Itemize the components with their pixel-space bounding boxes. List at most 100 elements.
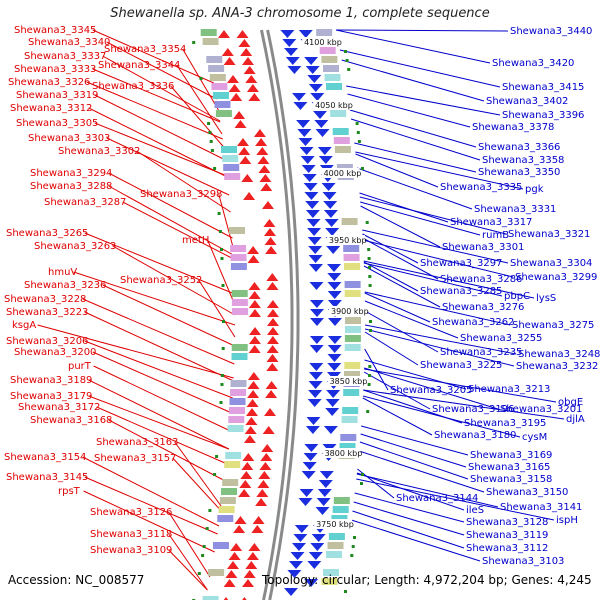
callout-line-right bbox=[362, 237, 439, 280]
callout-line-right bbox=[347, 93, 471, 128]
feature-block bbox=[344, 371, 360, 378]
reverse-gene-arrow bbox=[305, 426, 320, 434]
reverse-gene-arrow bbox=[315, 129, 330, 137]
forward-gene-arrow bbox=[233, 525, 246, 533]
reverse-gene-arrow bbox=[325, 399, 340, 407]
gene-label-left: Shewana3_3223 bbox=[6, 307, 88, 318]
tick-mark bbox=[369, 329, 372, 332]
feature-block bbox=[208, 65, 225, 72]
feature-block bbox=[229, 227, 245, 234]
callout-line-left bbox=[112, 245, 236, 316]
callout-line-right bbox=[354, 492, 465, 523]
tick-mark bbox=[357, 140, 361, 143]
forward-gene-arrow bbox=[246, 552, 259, 560]
forward-gene-arrow bbox=[260, 183, 273, 191]
forward-gene-arrow bbox=[242, 579, 254, 587]
tick-mark bbox=[368, 275, 372, 278]
gene-label-right: Shewana3_3285 bbox=[420, 286, 502, 297]
gene-label-right: Shewana3_3119 bbox=[466, 530, 548, 541]
reverse-gene-arrow bbox=[296, 120, 311, 128]
reverse-gene-arrow bbox=[318, 156, 333, 164]
callout-line-right bbox=[360, 205, 441, 248]
forward-gene-arrow bbox=[238, 39, 251, 47]
scale-label: 3750 kbp bbox=[316, 520, 354, 529]
forward-gene-arrow bbox=[243, 192, 256, 200]
callout-line-left bbox=[92, 68, 221, 123]
callout-line-left bbox=[94, 122, 228, 177]
gene-label-left: Shewana3_3319 bbox=[16, 90, 98, 101]
reverse-gene-arrow bbox=[304, 579, 319, 587]
tick-mark bbox=[220, 248, 223, 251]
gene-label-right: Shewana3_3201 bbox=[500, 404, 582, 415]
callout-line-left bbox=[176, 64, 223, 135]
feature-block bbox=[323, 569, 339, 576]
callout-line-left bbox=[168, 511, 211, 578]
forward-gene-arrow bbox=[247, 372, 260, 380]
feature-block bbox=[332, 128, 349, 135]
tick-mark bbox=[221, 347, 225, 350]
callout-line-left bbox=[106, 137, 230, 196]
callout-line-right bbox=[364, 328, 515, 367]
reverse-gene-arrow bbox=[284, 588, 298, 596]
feature-block bbox=[321, 56, 338, 63]
reverse-gene-arrow bbox=[287, 66, 302, 74]
feature-block bbox=[202, 596, 219, 600]
callout-line-right bbox=[364, 310, 439, 353]
gene-label-right: ileS bbox=[466, 505, 484, 516]
callout-line-right bbox=[362, 229, 509, 264]
gene-label-left: Shewana3_3145 bbox=[6, 472, 88, 483]
feature-block bbox=[344, 362, 361, 369]
reverse-gene-arrow bbox=[303, 183, 318, 191]
gene-label-left: Shewana3_3126 bbox=[90, 507, 172, 518]
gene-label-left: Shewana3_3206 bbox=[6, 336, 88, 347]
gene-label-left: Shewana3_3154 bbox=[4, 452, 86, 463]
callout-line-left bbox=[86, 81, 223, 140]
reverse-gene-arrow bbox=[290, 552, 305, 560]
gene-label-left: Shewana3_3288 bbox=[30, 181, 112, 192]
reverse-gene-arrow bbox=[321, 183, 336, 191]
forward-gene-arrow bbox=[238, 147, 251, 155]
feature-block bbox=[323, 65, 339, 72]
callout-line-left bbox=[37, 324, 234, 379]
gene-label-right: Shewana3_3141 bbox=[500, 502, 582, 513]
gene-label-right: Shewana3_3396 bbox=[502, 110, 584, 121]
callout-line-left bbox=[82, 298, 235, 365]
callout-line-right bbox=[350, 118, 481, 161]
feature-block bbox=[321, 578, 338, 585]
callout-line-right bbox=[341, 59, 485, 102]
feature-block bbox=[324, 74, 341, 81]
forward-gene-arrow bbox=[245, 561, 258, 569]
tick-mark bbox=[351, 545, 355, 548]
reverse-gene-arrow bbox=[305, 66, 320, 74]
callout-line-left bbox=[168, 549, 208, 591]
callout-line-right bbox=[364, 300, 459, 339]
reverse-gene-arrow bbox=[302, 462, 317, 470]
feature-block bbox=[200, 29, 217, 36]
reverse-gene-arrow bbox=[323, 201, 338, 209]
forward-gene-arrow bbox=[258, 165, 271, 173]
tick-mark bbox=[368, 266, 371, 269]
forward-gene-arrow bbox=[249, 309, 261, 317]
gene-label-left: Shewana3_3236 bbox=[24, 280, 106, 291]
callout-line-right bbox=[363, 389, 565, 420]
callout-line-left bbox=[136, 150, 231, 213]
reverse-gene-arrow bbox=[324, 219, 339, 227]
forward-gene-arrow bbox=[221, 48, 234, 56]
reverse-gene-arrow bbox=[306, 417, 321, 425]
reverse-gene-arrow bbox=[306, 219, 321, 227]
forward-gene-arrow bbox=[239, 156, 252, 164]
reverse-gene-arrow bbox=[317, 147, 332, 155]
forward-gene-arrow bbox=[266, 282, 279, 290]
callout-line-left bbox=[93, 365, 231, 432]
gene-label-left: Shewana3_3333 bbox=[14, 64, 96, 75]
callout-line-left bbox=[108, 172, 233, 239]
gene-label-left: Shewana3_3354 bbox=[104, 44, 186, 55]
forward-gene-arrow bbox=[251, 525, 264, 533]
reverse-gene-arrow bbox=[327, 300, 342, 308]
backbone-arc bbox=[260, 29, 294, 600]
forward-gene-arrow bbox=[255, 138, 268, 146]
gene-label-right: Shewana3_3331 bbox=[474, 204, 556, 215]
gene-label-left: Shewana3_3336 bbox=[92, 81, 174, 92]
tick-mark bbox=[202, 545, 206, 548]
